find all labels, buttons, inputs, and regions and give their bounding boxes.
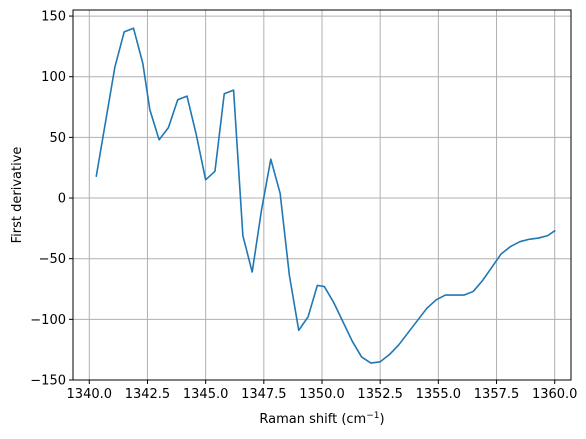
x-axis-label-suffix: ) [380, 412, 385, 427]
y-axis: −150 −100 −50 0 50 100 150 [30, 10, 73, 389]
grid [73, 10, 571, 381]
y-tick-label: 100 [41, 70, 66, 85]
x-axis-label: Raman shift (cm−1) [259, 411, 384, 427]
x-tick-label: 1347.5 [241, 387, 287, 402]
x-axis-label-superscript: −1 [366, 411, 379, 421]
y-tick-label: −150 [30, 374, 66, 389]
x-tick-label: 1345.0 [183, 387, 229, 402]
y-tick-label: −100 [30, 313, 66, 328]
y-tick-label: 50 [49, 131, 66, 146]
y-axis-label: First derivative [10, 147, 25, 244]
x-tick-label: 1360.0 [532, 387, 578, 402]
y-tick-label: −50 [39, 252, 66, 267]
x-tick-label: 1357.5 [474, 387, 520, 402]
y-tick-label: 0 [58, 192, 66, 207]
x-tick-label: 1355.0 [416, 387, 462, 402]
x-axis-label-main: Raman shift (cm [259, 412, 366, 427]
x-tick-label: 1340.0 [67, 387, 113, 402]
x-tick-label: 1342.5 [125, 387, 171, 402]
x-tick-label: 1350.0 [299, 387, 345, 402]
x-axis: 1340.0 1342.5 1345.0 1347.5 1350.0 1352.5 1355… [67, 380, 578, 402]
line-layer [95, 27, 556, 364]
x-tick-label: 1352.5 [357, 387, 403, 402]
y-tick-label: 150 [41, 10, 66, 25]
series-line [95, 27, 556, 364]
